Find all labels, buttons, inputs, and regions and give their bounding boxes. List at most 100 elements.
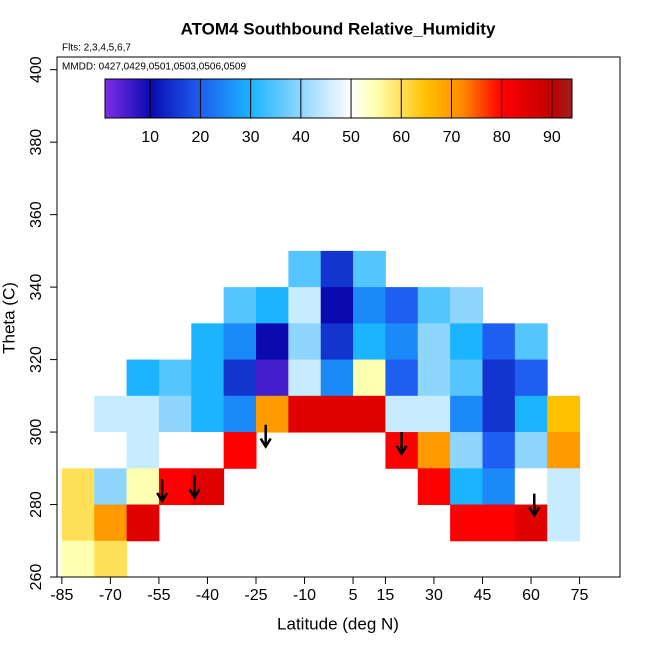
cell <box>547 504 581 542</box>
cell <box>450 432 483 469</box>
cell <box>191 323 225 361</box>
cell <box>514 432 548 469</box>
note: MMDD: 0427,0429,0501,0503,0506,0509 <box>62 62 246 73</box>
arrow <box>156 479 169 504</box>
x-tick-label: 60 <box>522 587 540 604</box>
cell <box>94 395 128 433</box>
x-tick-label: 30 <box>425 587 443 604</box>
x-tick-label: -40 <box>196 587 219 604</box>
cell <box>385 323 419 361</box>
cell <box>450 359 483 397</box>
cell <box>482 323 516 361</box>
x-tick-label: 15 <box>377 587 395 604</box>
cell <box>320 323 354 361</box>
cell <box>417 395 451 433</box>
colorbar-tick-label: 20 <box>192 129 210 146</box>
x-tick-label: -55 <box>147 587 170 604</box>
cell <box>353 323 386 361</box>
cell <box>288 359 322 397</box>
cell <box>94 540 128 577</box>
chart-title: ATOM4 Southbound Relative_Humidity <box>181 19 496 38</box>
cell <box>417 468 451 506</box>
y-tick-label: 300 <box>28 419 45 446</box>
arrow <box>395 432 408 457</box>
cell <box>353 395 386 433</box>
colorbar-tick-label: 90 <box>543 129 561 146</box>
colorbar <box>104 78 573 119</box>
x-tick-label: 75 <box>571 587 589 604</box>
cell <box>255 359 289 397</box>
x-tick-label: -25 <box>244 587 267 604</box>
cell <box>417 432 451 469</box>
cell <box>288 323 322 361</box>
cell <box>255 287 289 324</box>
colorbar-tick-label: 60 <box>392 129 410 146</box>
cell <box>353 250 386 288</box>
colorbar-tick-label: 70 <box>443 129 461 146</box>
cell <box>61 504 95 542</box>
cell <box>482 432 516 469</box>
cell <box>61 468 95 506</box>
cell <box>450 287 483 324</box>
x-tick-label: 45 <box>474 587 492 604</box>
cell <box>514 395 548 433</box>
cell <box>482 395 516 433</box>
cell <box>94 504 128 542</box>
cell <box>126 359 160 397</box>
cell <box>320 287 354 324</box>
colorbar-tick-label: 40 <box>292 129 310 146</box>
cell <box>126 468 160 506</box>
cell <box>94 432 128 469</box>
cell <box>126 395 160 433</box>
cell <box>353 287 386 324</box>
cell <box>158 359 192 397</box>
cell <box>158 395 192 433</box>
y-tick-label: 320 <box>28 346 45 373</box>
x-tick-label: -10 <box>293 587 316 604</box>
cell <box>61 540 95 577</box>
cell <box>320 359 354 397</box>
cell <box>320 395 354 433</box>
arrow <box>528 493 541 518</box>
cell <box>223 395 257 433</box>
colorbar-tick-label: 10 <box>141 129 159 146</box>
cell <box>482 359 516 397</box>
plot-frame <box>56 56 621 578</box>
y-tick-label: 260 <box>28 564 45 591</box>
cell <box>417 287 451 324</box>
y-tick-label: 360 <box>28 201 45 228</box>
cell <box>94 468 128 506</box>
cell <box>191 468 225 506</box>
cell <box>126 432 160 469</box>
y-tick-label: 280 <box>28 491 45 518</box>
x-axis-label: Latitude (deg N) <box>277 614 399 633</box>
cell <box>450 323 483 361</box>
subtitle: Flts: 2,3,4,5,6,7 <box>62 43 131 54</box>
cell <box>223 432 257 469</box>
cell <box>482 504 516 542</box>
colorbar-tick-label: 50 <box>342 129 360 146</box>
cell <box>417 323 451 361</box>
colorbar-tick-label: 30 <box>242 129 260 146</box>
heatmap <box>61 250 581 577</box>
cell <box>353 359 386 397</box>
cell <box>547 468 581 506</box>
cell <box>223 287 257 324</box>
colorbar-tick-label: 80 <box>493 129 511 146</box>
cell <box>223 359 257 397</box>
cell <box>450 468 483 506</box>
cell <box>417 359 451 397</box>
cell <box>450 395 483 433</box>
x-tick-label: 5 <box>349 587 358 604</box>
cell <box>320 250 354 288</box>
cell <box>255 395 289 433</box>
cell <box>288 287 322 324</box>
cell <box>482 468 516 506</box>
x-tick-label: -70 <box>99 587 122 604</box>
cell <box>385 395 419 433</box>
cell <box>223 323 257 361</box>
cell <box>191 359 225 397</box>
cell <box>514 359 548 397</box>
cell <box>385 287 419 324</box>
cell <box>385 359 419 397</box>
